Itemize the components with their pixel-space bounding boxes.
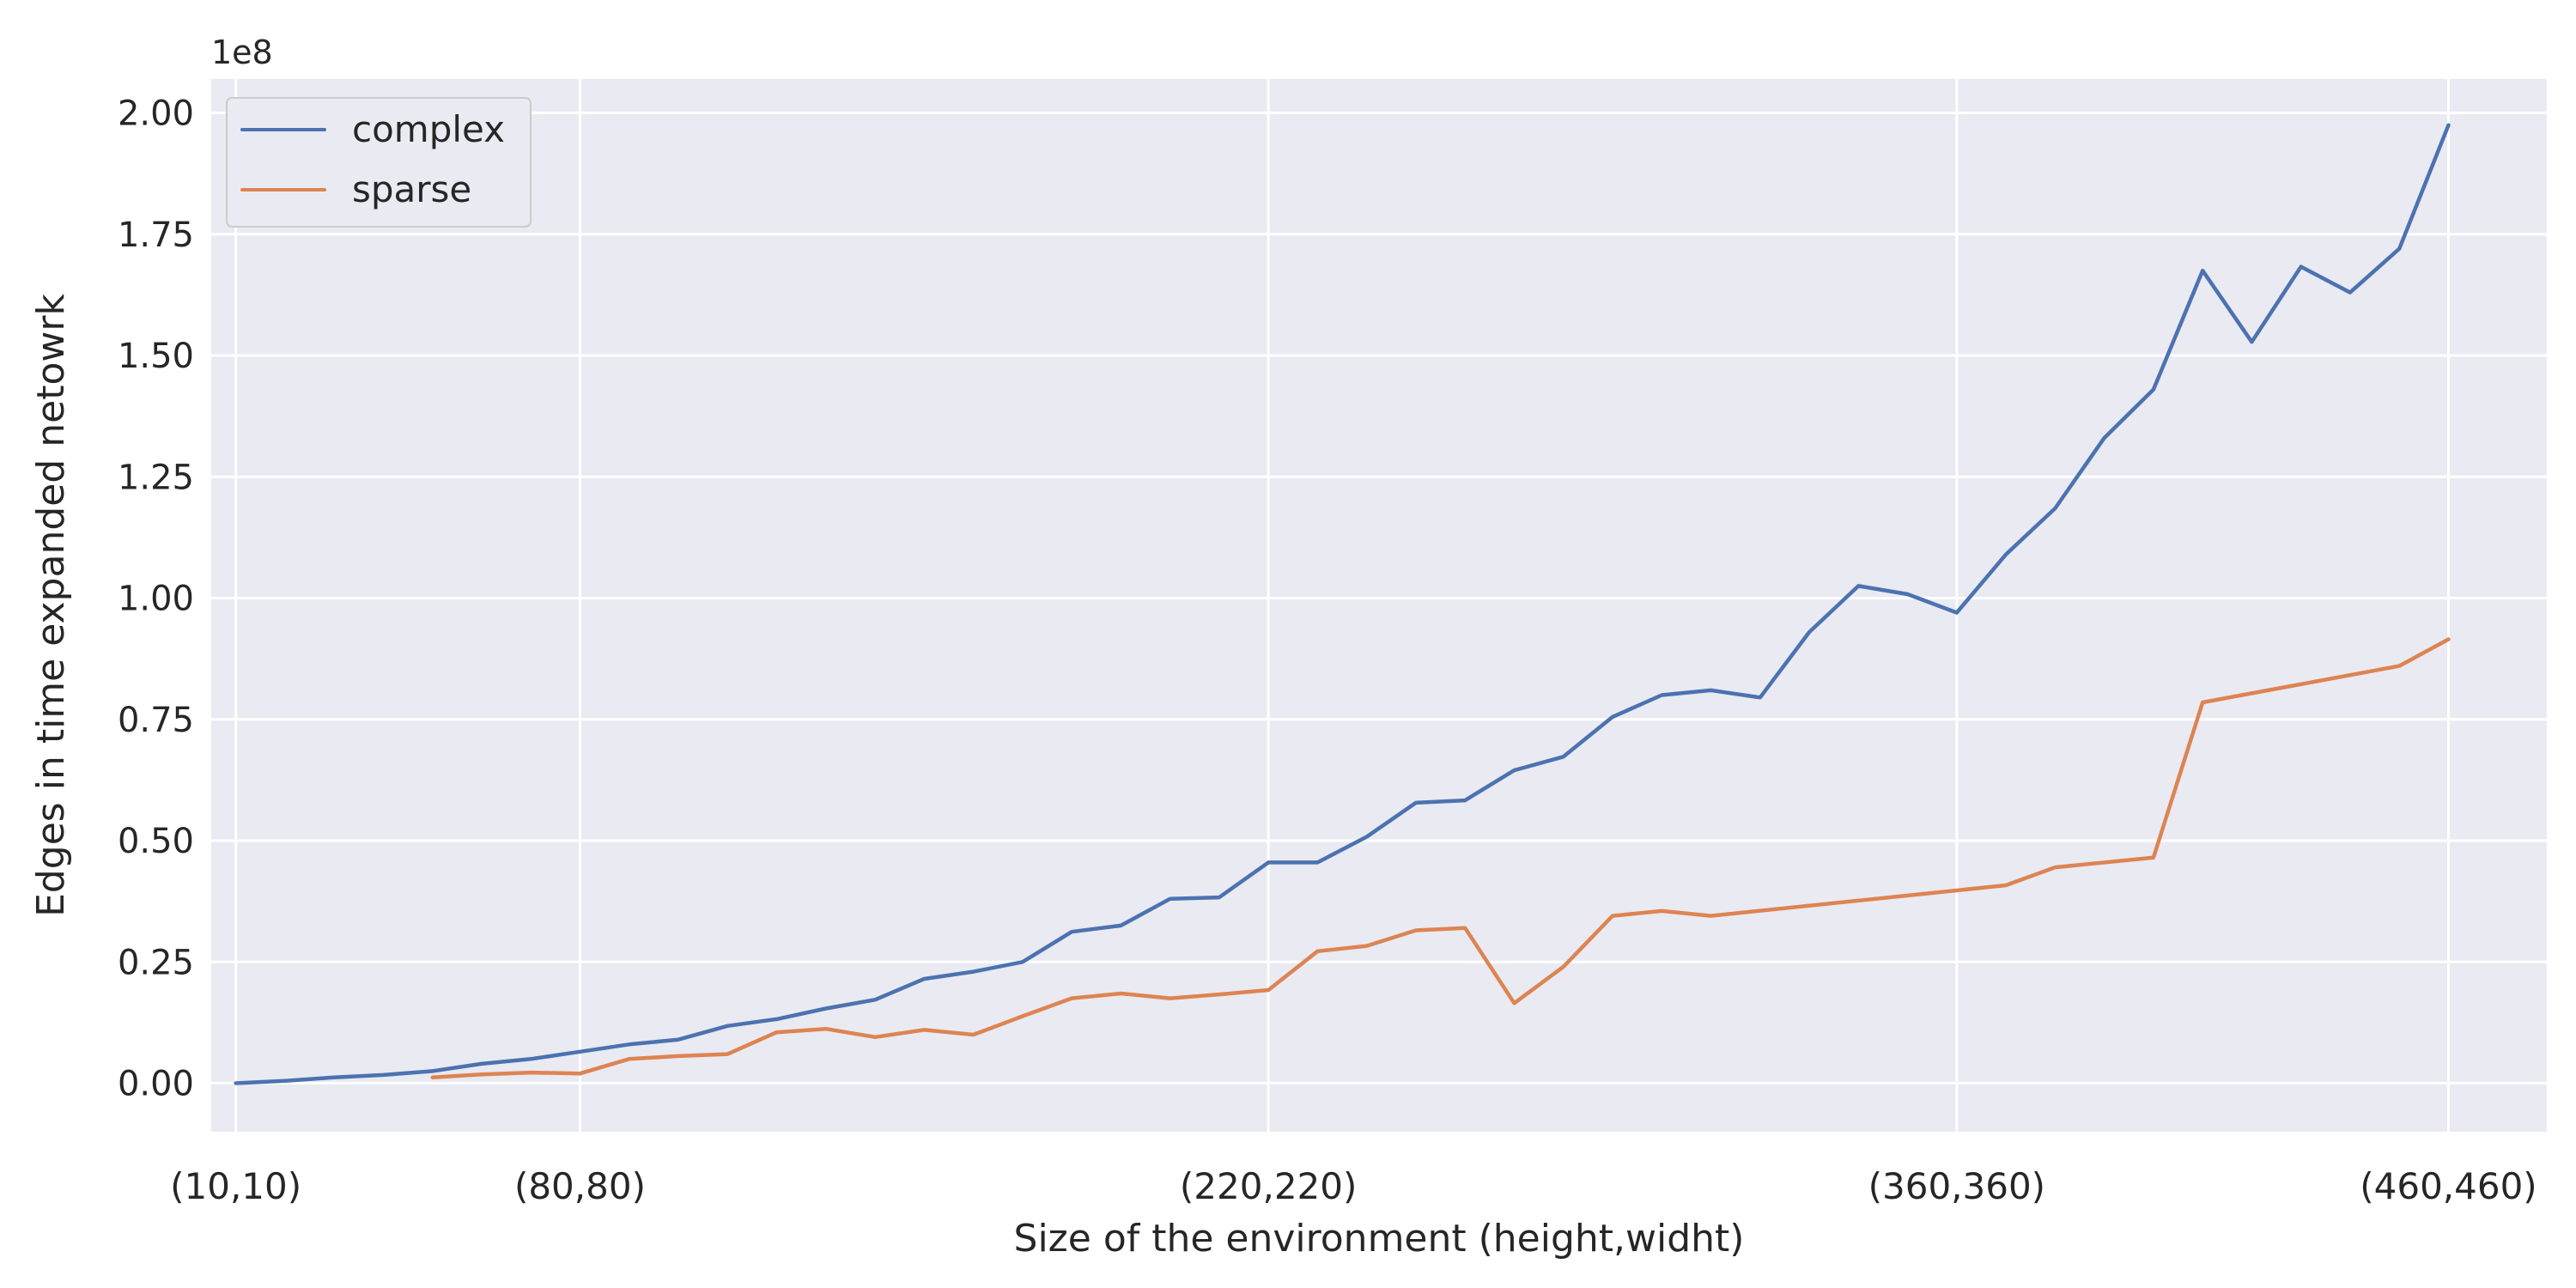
y-tick-label: 1.00 (118, 580, 194, 619)
legend-label-sparse: sparse (352, 168, 471, 210)
y-tick-label: 1.50 (118, 337, 194, 376)
x-tick-label: (460,460) (2360, 1165, 2537, 1207)
y-tick-label: 0.75 (118, 701, 194, 740)
series-layer (234, 123, 2451, 1085)
series-line-sparse (430, 637, 2451, 1079)
y-tick-label: 2.00 (118, 94, 194, 134)
y-tick-label: 0.50 (118, 822, 194, 861)
x-tick-label: (220,220) (1180, 1165, 1357, 1207)
grid (211, 79, 2547, 1132)
x-tick-label: (80,80) (514, 1165, 646, 1207)
x-axis-label: Size of the environment (height,widht) (1014, 1217, 1745, 1261)
y-offset-label: 1e8 (211, 33, 273, 71)
y-tick-label: 1.25 (118, 458, 194, 497)
series-line-complex (234, 123, 2451, 1085)
legend-label-complex: complex (352, 108, 505, 150)
x-tick-label: (10,10) (170, 1165, 301, 1207)
y-tick-label: 0.25 (118, 943, 194, 982)
y-axis-ticks: 0.00 0.25 0.50 0.75 1.00 1.25 1.50 1.75 2.00 (118, 94, 194, 1104)
y-axis-label: Edges in time expanded netowrk (29, 294, 73, 917)
plot-background (211, 79, 2547, 1132)
x-axis-ticks: (10,10) (80,80) (220,220) (360,360) (460,460… (170, 1165, 2537, 1207)
y-tick-label: 0.00 (118, 1065, 194, 1104)
x-tick-label: (360,360) (1868, 1165, 2045, 1207)
legend: complex sparse (226, 97, 532, 228)
y-tick-label: 1.75 (118, 216, 194, 255)
